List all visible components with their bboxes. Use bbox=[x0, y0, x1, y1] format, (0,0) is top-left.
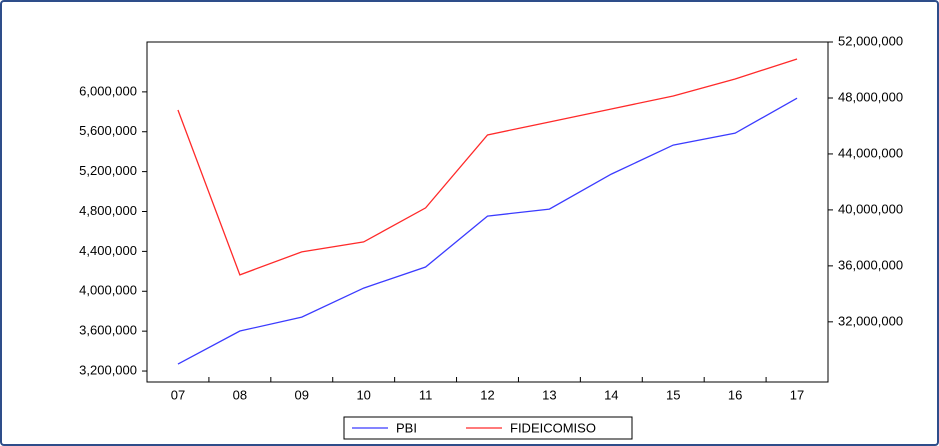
y2-tick-label: 36,000,000 bbox=[838, 257, 903, 272]
legend-label: PBI bbox=[396, 420, 417, 435]
plot-frame bbox=[146, 41, 829, 383]
x-tick-label: 08 bbox=[233, 387, 247, 402]
x-tick-label: 14 bbox=[604, 387, 618, 402]
x-tick-label: 16 bbox=[728, 387, 742, 402]
y-tick-label: 4,400,000 bbox=[79, 243, 137, 258]
x-tick-label: 10 bbox=[356, 387, 370, 402]
y2-tick-label: 52,000,000 bbox=[838, 33, 903, 48]
x-tick-label: 17 bbox=[790, 387, 804, 402]
legend-label: FIDEICOMISO bbox=[510, 420, 596, 435]
y-tick-label: 3,200,000 bbox=[79, 362, 137, 377]
y2-tick-label: 40,000,000 bbox=[838, 201, 903, 216]
y-tick-label: 5,200,000 bbox=[79, 163, 137, 178]
y-tick-label: 6,000,000 bbox=[79, 83, 137, 98]
x-tick-label: 09 bbox=[295, 387, 309, 402]
x-tick-label: 07 bbox=[171, 387, 185, 402]
x-tick-label: 15 bbox=[666, 387, 680, 402]
y-tick-label: 4,000,000 bbox=[79, 283, 137, 298]
series-line bbox=[177, 58, 798, 276]
x-tick-label: 11 bbox=[419, 387, 433, 402]
y-tick-label: 5,600,000 bbox=[79, 123, 137, 138]
x-tick-label: 13 bbox=[542, 387, 556, 402]
y-tick-label: 3,600,000 bbox=[79, 323, 137, 338]
y2-tick-label: 48,000,000 bbox=[838, 89, 903, 104]
y2-tick-label: 44,000,000 bbox=[838, 145, 903, 160]
series-line bbox=[177, 97, 798, 365]
y2-tick-label: 32,000,000 bbox=[838, 313, 903, 328]
y-tick-label: 4,800,000 bbox=[79, 203, 137, 218]
x-tick-label: 12 bbox=[480, 387, 494, 402]
